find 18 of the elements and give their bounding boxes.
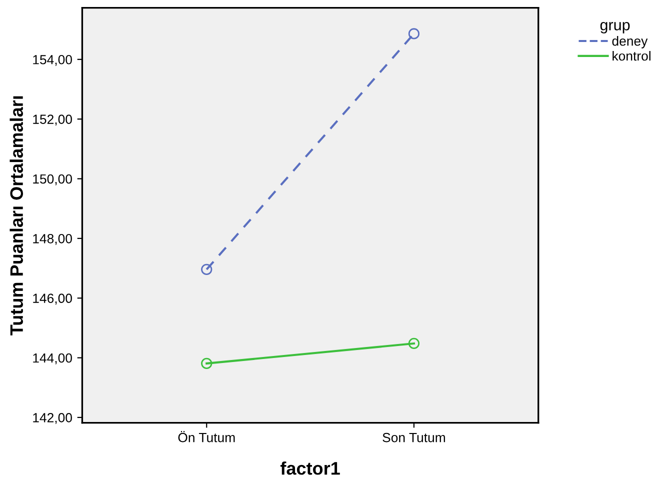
- y-tick-label: 146,00: [33, 294, 72, 305]
- x-tick-label: Ön Tutum: [178, 431, 235, 442]
- x-axis-title: factor1: [280, 462, 340, 475]
- point: [408, 28, 420, 40]
- y-tick-label: 148,00: [33, 234, 72, 245]
- y-tick-label: 142,00: [33, 413, 72, 424]
- x-tick-label: Son Tutum: [382, 432, 445, 442]
- legend-label: kontrol: [612, 50, 650, 61]
- point: [201, 358, 212, 369]
- point: [408, 338, 420, 350]
- legend-label: deney: [612, 36, 648, 48]
- y-tick-label: 150,00: [33, 174, 72, 186]
- legend-title: grup: [600, 22, 630, 34]
- y-tick-label: 152,00: [33, 114, 72, 126]
- y-tick-label: 144,00: [33, 353, 72, 364]
- y-axis-title: Tutum Puanları Ortalamaları: [10, 96, 24, 336]
- point: [201, 264, 212, 276]
- y-tick-label: 154,00: [33, 54, 72, 66]
